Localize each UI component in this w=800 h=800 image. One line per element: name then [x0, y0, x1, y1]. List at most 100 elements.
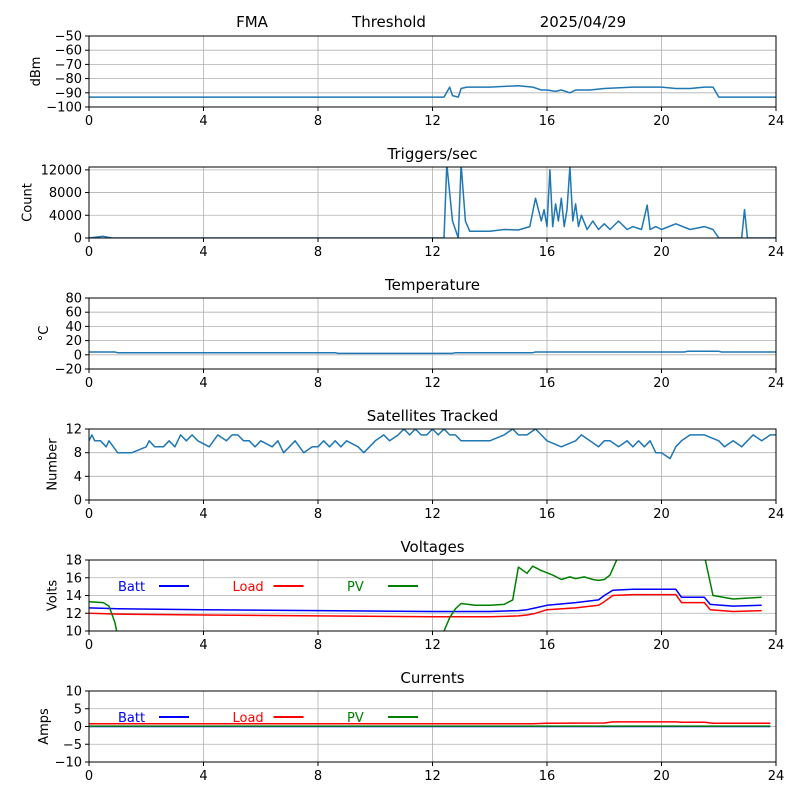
voltages-legend-label-load: Load [233, 580, 264, 595]
currents-chart: 0 4 8 12 16 20 24 −10 −5 0 5 10 Currents Amps Batt Load… [37, 669, 784, 784]
voltages-series-line-pv [89, 560, 762, 631]
temperature-ytick-label: 40 [65, 320, 82, 335]
currents-legend-label-batt: Batt [118, 711, 145, 726]
currents-xtick-label: 8 [314, 769, 322, 784]
temperature-ytick-label: 20 [65, 334, 82, 349]
currents-ytick-label: 0 [74, 720, 82, 735]
voltages-xtick-label: 8 [314, 638, 322, 653]
temperature-xtick-label: 4 [199, 376, 207, 391]
voltages-xtick-label: 16 [539, 638, 556, 653]
currents-xtick-label: 20 [653, 769, 670, 784]
currents-series-group [89, 721, 771, 728]
figure-header: FMA Threshold 2025/04/29 [236, 13, 626, 31]
voltages-ylabel: Volts [45, 580, 60, 612]
temperature-xtick-label: 0 [85, 376, 93, 391]
temperature-xtick-label: 16 [539, 376, 556, 391]
satellites-ytick-label: 12 [65, 423, 82, 438]
triggers-ylabel: Count [21, 183, 36, 222]
triggers-ytick-label: 12000 [41, 163, 82, 178]
satellites-series-line [89, 429, 776, 460]
currents-ytick-label: −5 [63, 738, 82, 753]
currents-xtick-label: 0 [85, 769, 93, 784]
triggers-xtick-label: 12 [424, 245, 441, 260]
temperature-ytick-label: 80 [65, 292, 82, 307]
satellites-xtick-label: 12 [424, 507, 441, 522]
header-site: FMA [236, 13, 269, 31]
triggers-xtick-label: 4 [199, 245, 207, 260]
currents-xtick-label: 16 [539, 769, 556, 784]
threshold-ylabel: dBm [29, 57, 44, 87]
temperature-ytick-label: 0 [74, 348, 82, 363]
satellites-ytick-label: 8 [74, 446, 82, 461]
header-label: Threshold [351, 13, 426, 31]
threshold-chart: 0 4 8 12 16 20 24 −100−90−80−70−60−50 dBm [29, 30, 784, 130]
triggers-xtick-label: 16 [539, 245, 556, 260]
threshold-series-group [89, 84, 776, 98]
voltages-ytick-label: 14 [65, 589, 82, 604]
voltages-ytick-label: 16 [65, 571, 82, 586]
triggers-xtick-label: 20 [653, 245, 670, 260]
triggers-series-line [89, 167, 776, 238]
threshold-xtick-label: 16 [539, 114, 556, 129]
threshold-xtick-label: 0 [85, 114, 93, 129]
triggers-ytick-label: 4000 [49, 209, 82, 224]
threshold-series-line [89, 84, 776, 98]
temperature-series-line [89, 350, 776, 355]
triggers-xtick-label: 8 [314, 245, 322, 260]
triggers-xtick-label: 24 [768, 245, 785, 260]
currents-ytick-label: −10 [55, 756, 82, 771]
threshold-ytick-label: −70 [55, 58, 82, 73]
satellites-series-group [89, 429, 776, 460]
triggers-title: Triggers/sec [387, 145, 478, 163]
voltages-xtick-label: 4 [199, 638, 207, 653]
triggers-ytick-label: 0 [74, 232, 82, 247]
voltages-series-line-batt [89, 588, 762, 613]
voltages-xtick-label: 0 [85, 638, 93, 653]
currents-legend-label-pv: PV [347, 711, 364, 726]
header-date: 2025/04/29 [540, 13, 626, 31]
temperature-xtick-label: 12 [424, 376, 441, 391]
voltages-legend-label-batt: Batt [118, 580, 145, 595]
threshold-xtick-label: 8 [314, 114, 322, 129]
threshold-ytick-label: −80 [55, 72, 82, 87]
voltages-ytick-label: 10 [65, 625, 82, 640]
voltages-ytick-label: 18 [65, 554, 82, 569]
voltages-xtick-label: 12 [424, 638, 441, 653]
voltages-legend-label-pv: PV [347, 580, 364, 595]
currents-ytick-label: 5 [74, 702, 82, 717]
voltages-series-group [89, 560, 762, 631]
temperature-xtick-label: 20 [653, 376, 670, 391]
threshold-xtick-label: 20 [653, 114, 670, 129]
satellites-ylabel: Number [45, 438, 60, 491]
currents-xtick-label: 24 [768, 769, 785, 784]
currents-legend-label-load: Load [233, 711, 264, 726]
voltages-chart: 0 4 8 12 16 20 24 10 12 14 16 18 Voltages Volts Batt Lo… [45, 538, 784, 653]
satellites-chart: 0 4 8 12 16 20 24 0 4 8 12 Satellites Tracked Number [45, 407, 784, 522]
satellites-ytick-label: 4 [74, 470, 82, 485]
temperature-series-group [89, 350, 776, 355]
temperature-title: Temperature [384, 276, 480, 294]
voltages-xtick-label: 24 [768, 638, 785, 653]
satellites-xtick-label: 20 [653, 507, 670, 522]
satellites-xtick-label: 4 [199, 507, 207, 522]
currents-xtick-label: 12 [424, 769, 441, 784]
threshold-ytick-label: −90 [55, 86, 82, 101]
threshold-xtick-label: 24 [768, 114, 785, 129]
temperature-xtick-label: 8 [314, 376, 322, 391]
satellites-xtick-label: 0 [85, 507, 93, 522]
currents-xtick-label: 4 [199, 769, 207, 784]
voltages-title: Voltages [400, 538, 464, 556]
threshold-xtick-label: 4 [199, 114, 207, 129]
currents-ylabel: Amps [37, 708, 52, 745]
satellites-xtick-label: 8 [314, 507, 322, 522]
triggers-chart: 0 4 8 12 16 20 24 0 4000 8000 12000 Triggers/sec Cou… [21, 145, 785, 260]
satellites-title: Satellites Tracked [367, 407, 498, 425]
threshold-ytick-label: −60 [55, 44, 82, 59]
triggers-series-group [89, 167, 776, 238]
satellites-ytick-label: 0 [74, 494, 82, 509]
temperature-ylabel: °C [37, 326, 52, 342]
triggers-xtick-label: 0 [85, 245, 93, 260]
temperature-ytick-label: 60 [65, 306, 82, 321]
